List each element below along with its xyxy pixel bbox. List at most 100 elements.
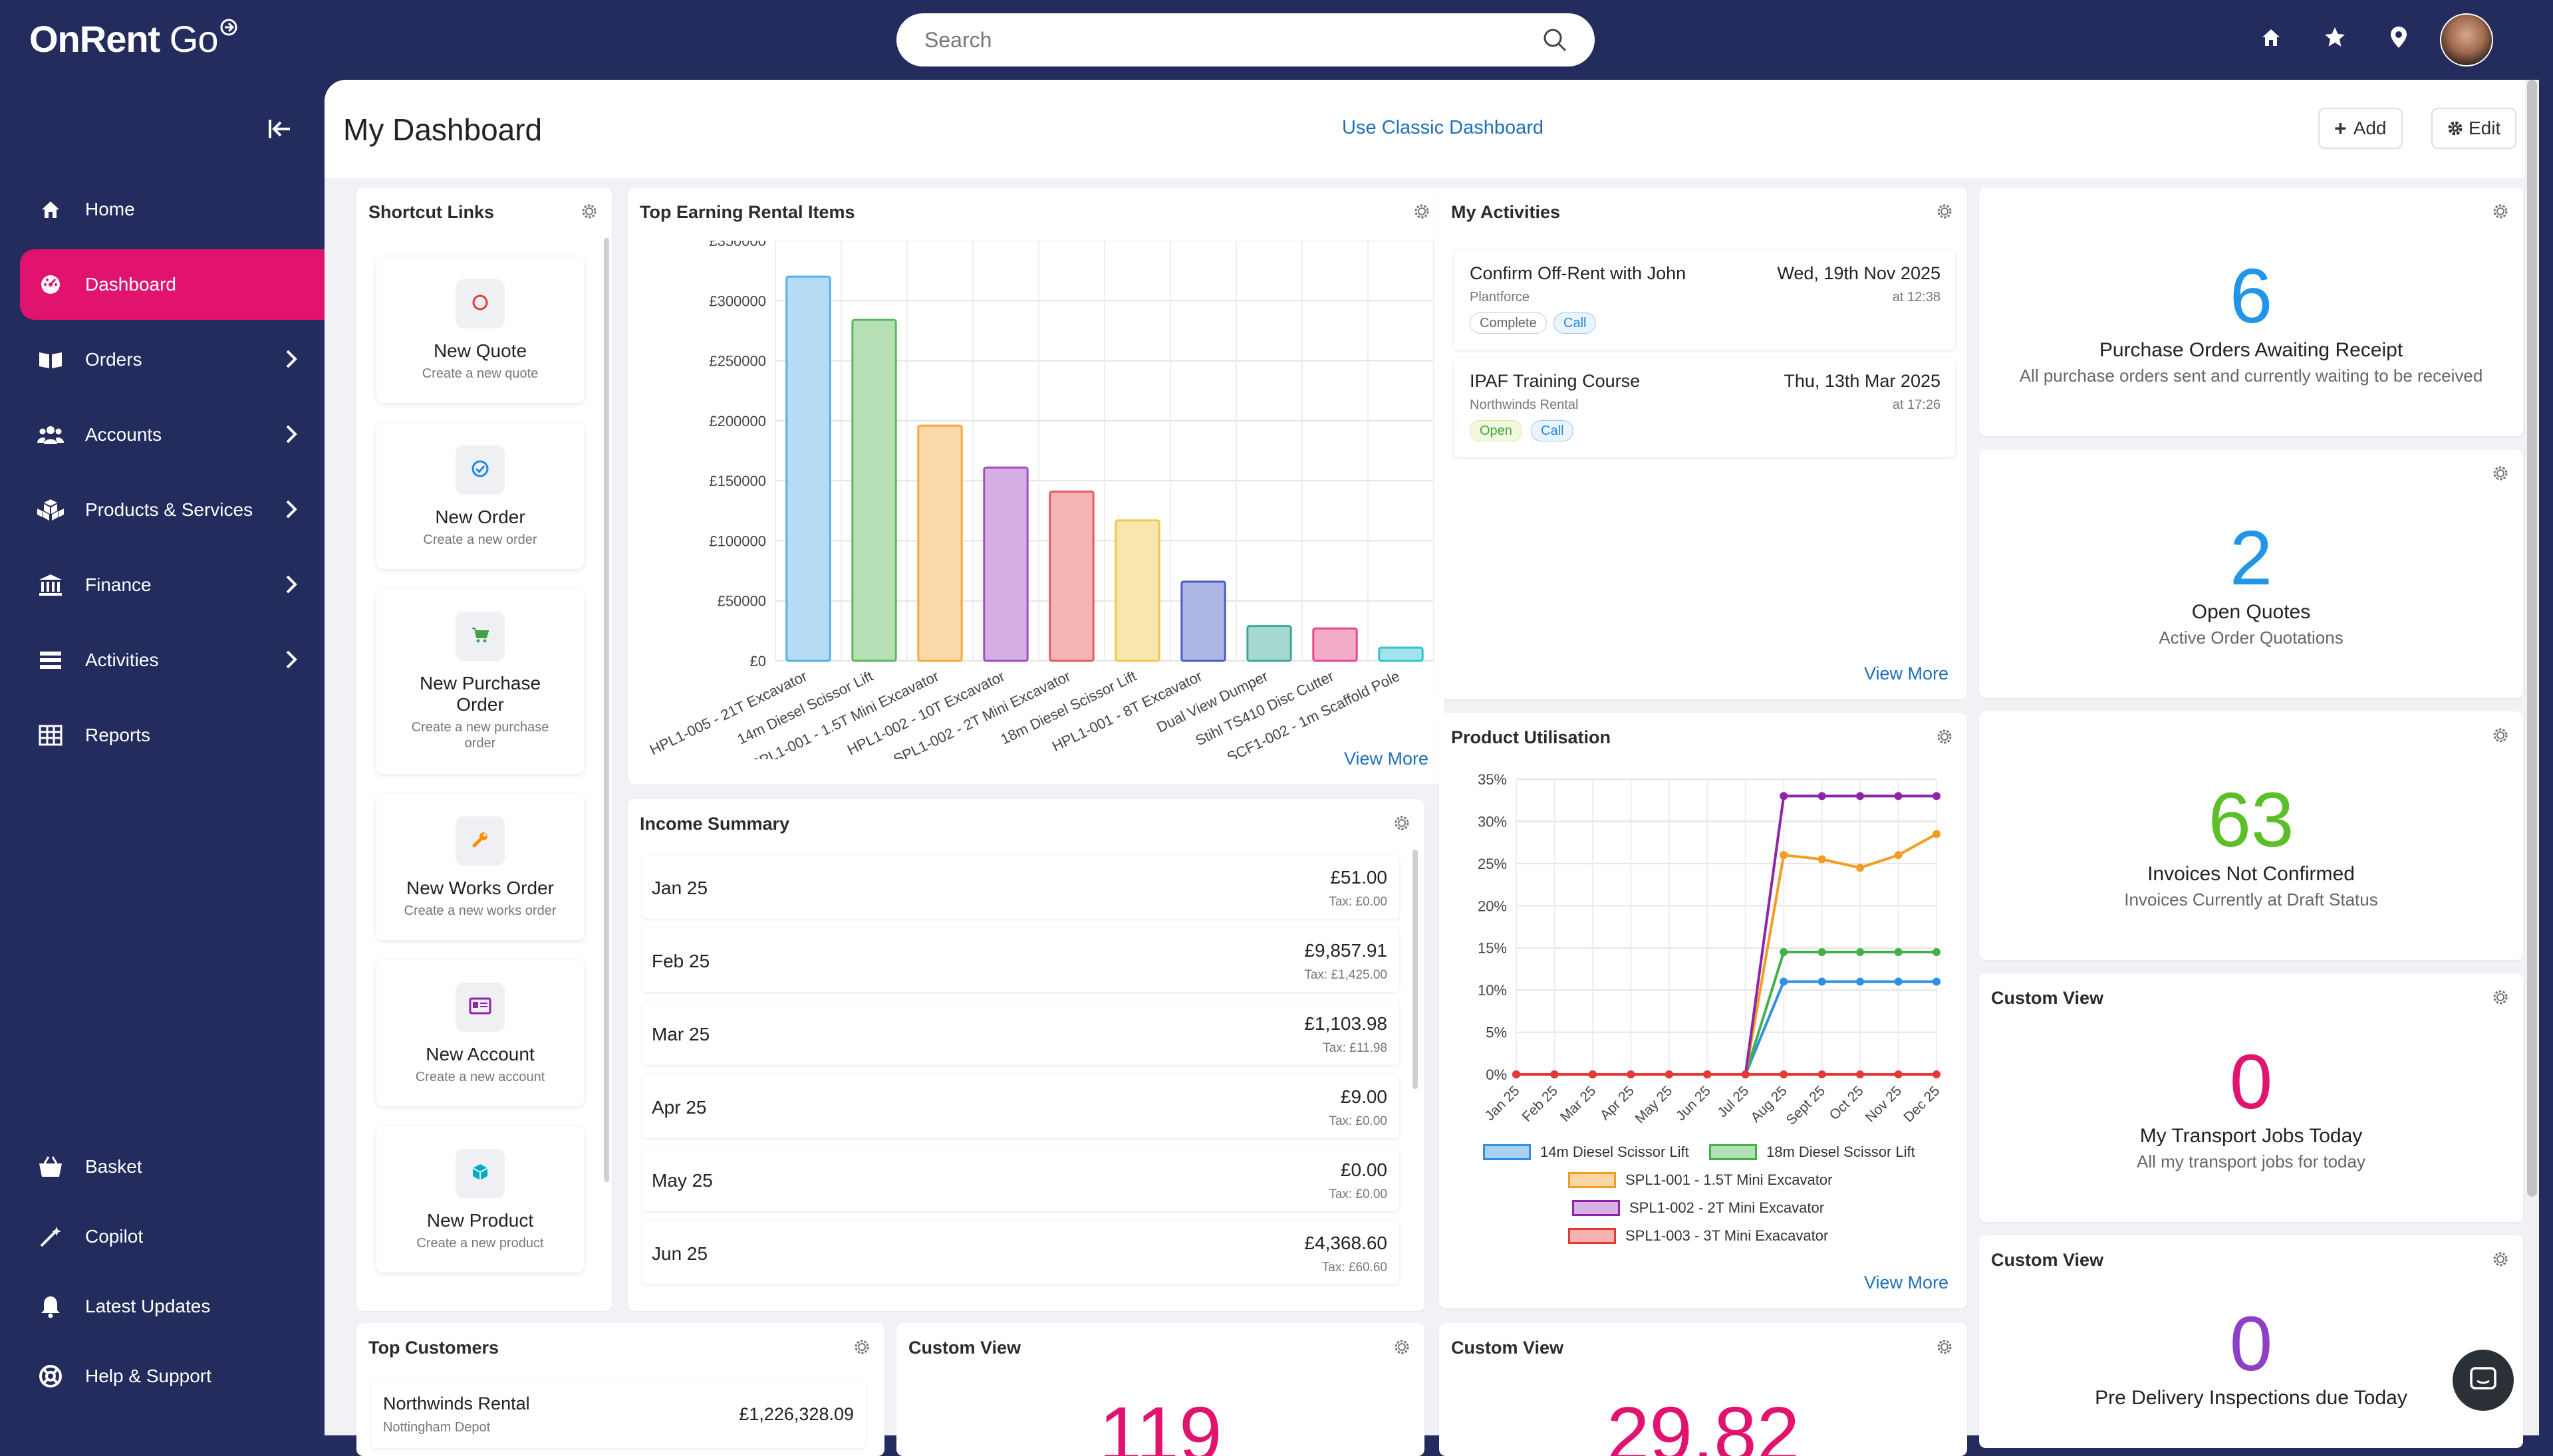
- app-logo[interactable]: OnRent Go: [29, 17, 239, 61]
- activity-item[interactable]: IPAF Training Course Northwinds Rental T…: [1454, 358, 1955, 457]
- sidebar-item-finance[interactable]: Finance: [20, 550, 325, 620]
- sidebar-item-home[interactable]: Home: [20, 174, 325, 245]
- gear-icon[interactable]: [1935, 202, 1954, 221]
- data-point: [1588, 1070, 1597, 1078]
- chevron-right-icon: [286, 425, 297, 443]
- card-title: Custom View: [1991, 988, 2104, 1008]
- reports-icon: [35, 719, 67, 751]
- gear-icon[interactable]: [2491, 988, 2510, 1007]
- shortcut-new-product[interactable]: New Product Create a new product: [376, 1126, 584, 1273]
- sidebar-item-dashboard[interactable]: Dashboard: [20, 249, 325, 320]
- gear-icon[interactable]: [1935, 1338, 1954, 1356]
- stat-label: Open Quotes: [2191, 601, 2311, 623]
- gear-icon[interactable]: [1393, 1338, 1411, 1356]
- transport-jobs-card[interactable]: Custom View 0 My Transport Jobs Today Al…: [1979, 973, 2523, 1222]
- use-classic-dashboard-link[interactable]: Use Classic Dashboard: [1342, 117, 1544, 138]
- data-point: [1817, 855, 1826, 864]
- sidebar-item-orders[interactable]: Orders: [20, 324, 325, 395]
- shortcut-new-account[interactable]: New Account Create a new account: [376, 960, 584, 1106]
- y-tick-label: 25%: [1478, 856, 1507, 872]
- star-icon[interactable]: [2320, 23, 2350, 52]
- scrollbar[interactable]: [604, 238, 609, 1182]
- shortcut-new-works-order[interactable]: New Works Order Create a new works order: [376, 794, 584, 940]
- search-icon[interactable]: [1542, 27, 1568, 53]
- activity-item[interactable]: Confirm Off-Rent with John Plantforce We…: [1454, 250, 1955, 350]
- view-more-link[interactable]: View More: [1863, 664, 1948, 683]
- stat-number: 0: [2229, 1038, 2273, 1125]
- x-tick-label: Nov 25: [1863, 1083, 1905, 1125]
- search-bar[interactable]: [896, 13, 1595, 66]
- customer-row[interactable]: Northwinds Rental Nottingham Depot £1,22…: [371, 1382, 866, 1448]
- sidebar-item-latest-updates[interactable]: Latest Updates: [20, 1271, 325, 1342]
- income-row[interactable]: Apr 25 £9.00 Tax: £0.00: [642, 1074, 1399, 1138]
- type-badge: Call: [1553, 312, 1597, 334]
- data-point: [1780, 851, 1788, 860]
- view-more-link[interactable]: View More: [1863, 1273, 1948, 1292]
- edit-button[interactable]: Edit: [2431, 108, 2517, 149]
- data-point: [1894, 948, 1903, 957]
- sidebar-item-label: Products & Services: [85, 499, 253, 520]
- sidebar-item-help-support[interactable]: Help & Support: [20, 1341, 325, 1411]
- gear-icon[interactable]: [2491, 726, 2510, 745]
- custom-view-card[interactable]: Custom View 29.82: [1439, 1323, 1967, 1456]
- home-icon[interactable]: [2256, 23, 2286, 52]
- shortcut-new-quote[interactable]: New Quote Create a new quote: [376, 257, 584, 403]
- data-point: [1933, 1070, 1941, 1078]
- sidebar-item-products-services[interactable]: Products & Services: [20, 475, 325, 545]
- gear-icon[interactable]: [1412, 202, 1431, 221]
- income-row[interactable]: Mar 25 £1,103.98 Tax: £11.98: [642, 1001, 1399, 1065]
- dashboard-content: Shortcut Links New Quote Create a new qu…: [325, 178, 2531, 1456]
- invoices-not-confirmed-card[interactable]: 63 Invoices Not Confirmed Invoices Curre…: [1979, 711, 2523, 960]
- series-line: [1516, 980, 1937, 1076]
- bar: [1246, 625, 1292, 662]
- pre-delivery-inspections-card[interactable]: Custom View 0 Pre Delivery Inspections d…: [1979, 1235, 2523, 1448]
- income-row[interactable]: Jan 25 £51.00 Tax: £0.00: [642, 855, 1399, 919]
- gear-icon[interactable]: [853, 1338, 871, 1356]
- gear-icon[interactable]: [1935, 727, 1954, 746]
- sidebar-item-reports[interactable]: Reports: [20, 700, 325, 771]
- legend-item[interactable]: 18m Diesel Scissor Lift: [1709, 1144, 1915, 1161]
- gear-icon[interactable]: [2491, 464, 2510, 483]
- sidebar-item-label: Latest Updates: [85, 1296, 211, 1316]
- x-tick-label: Mar 25: [1557, 1083, 1599, 1124]
- scrollbar-thumb[interactable]: [2527, 80, 2537, 1197]
- gear-icon[interactable]: [1393, 814, 1411, 832]
- shortcut-new-purchase-order[interactable]: New Purchase Order Create a new purchase…: [376, 589, 584, 774]
- legend-item[interactable]: 14m Diesel Scissor Lift: [1483, 1144, 1689, 1161]
- gear-icon[interactable]: [2491, 1250, 2510, 1269]
- data-point: [1817, 977, 1826, 986]
- gear-icon[interactable]: [2491, 202, 2510, 221]
- page-scrollbar[interactable]: [2525, 80, 2539, 1435]
- gear-icon[interactable]: [580, 202, 599, 221]
- view-more-link[interactable]: View More: [1343, 749, 1428, 769]
- user-avatar[interactable]: [2440, 13, 2493, 66]
- sidebar-item-activities[interactable]: Activities: [20, 625, 325, 695]
- sidebar-item-basket[interactable]: Basket: [20, 1132, 325, 1202]
- sidebar-item-accounts[interactable]: Accounts: [20, 400, 325, 470]
- search-input[interactable]: [923, 27, 1542, 53]
- data-point: [1856, 977, 1865, 986]
- legend-item[interactable]: SPL1-002 - 2T Mini Excavator: [1572, 1199, 1824, 1217]
- status-badge: Open: [1470, 420, 1522, 441]
- custom-view-card[interactable]: Custom View 119: [896, 1323, 1424, 1456]
- location-pin-icon[interactable]: [2384, 23, 2413, 52]
- products-icon: [35, 494, 67, 526]
- purchase-orders-awaiting-card[interactable]: 6 Purchase Orders Awaiting Receipt All p…: [1979, 187, 2523, 436]
- legend-item[interactable]: SPL1-001 - 1.5T Mini Excavator: [1568, 1171, 1832, 1189]
- legend-item[interactable]: SPL1-003 - 3T Mini Exacavator: [1568, 1227, 1828, 1245]
- shortcut-new-order[interactable]: New Order Create a new order: [376, 423, 584, 569]
- income-summary-card: Income Summary Jan 25 £51.00 Tax: £0.00 Fe…: [628, 799, 1424, 1311]
- add-button[interactable]: + Add: [2318, 108, 2403, 149]
- income-row[interactable]: Jun 25 £4,368.60 Tax: £60.60: [642, 1221, 1399, 1284]
- data-point: [1550, 1070, 1559, 1078]
- main-panel: My Dashboard Use Classic Dashboard + Add …: [325, 80, 2539, 1456]
- shortcut-links-card: Shortcut Links New Quote Create a new qu…: [356, 187, 612, 1311]
- open-quotes-card[interactable]: 2 Open Quotes Active Order Quotations: [1979, 449, 2523, 698]
- sidebar-item-copilot[interactable]: Copilot: [20, 1201, 325, 1272]
- top-earning-rental-items-card: Top Earning Rental Items £0 £50000 £100000…: [628, 187, 1444, 785]
- chat-button[interactable]: [2453, 1350, 2514, 1411]
- scrollbar[interactable]: [1412, 850, 1418, 1089]
- collapse-sidebar-icon[interactable]: [266, 116, 299, 149]
- income-row[interactable]: May 25 £0.00 Tax: £0.00: [642, 1148, 1399, 1211]
- income-row[interactable]: Feb 25 £9,857.91 Tax: £1,425.00: [642, 928, 1399, 992]
